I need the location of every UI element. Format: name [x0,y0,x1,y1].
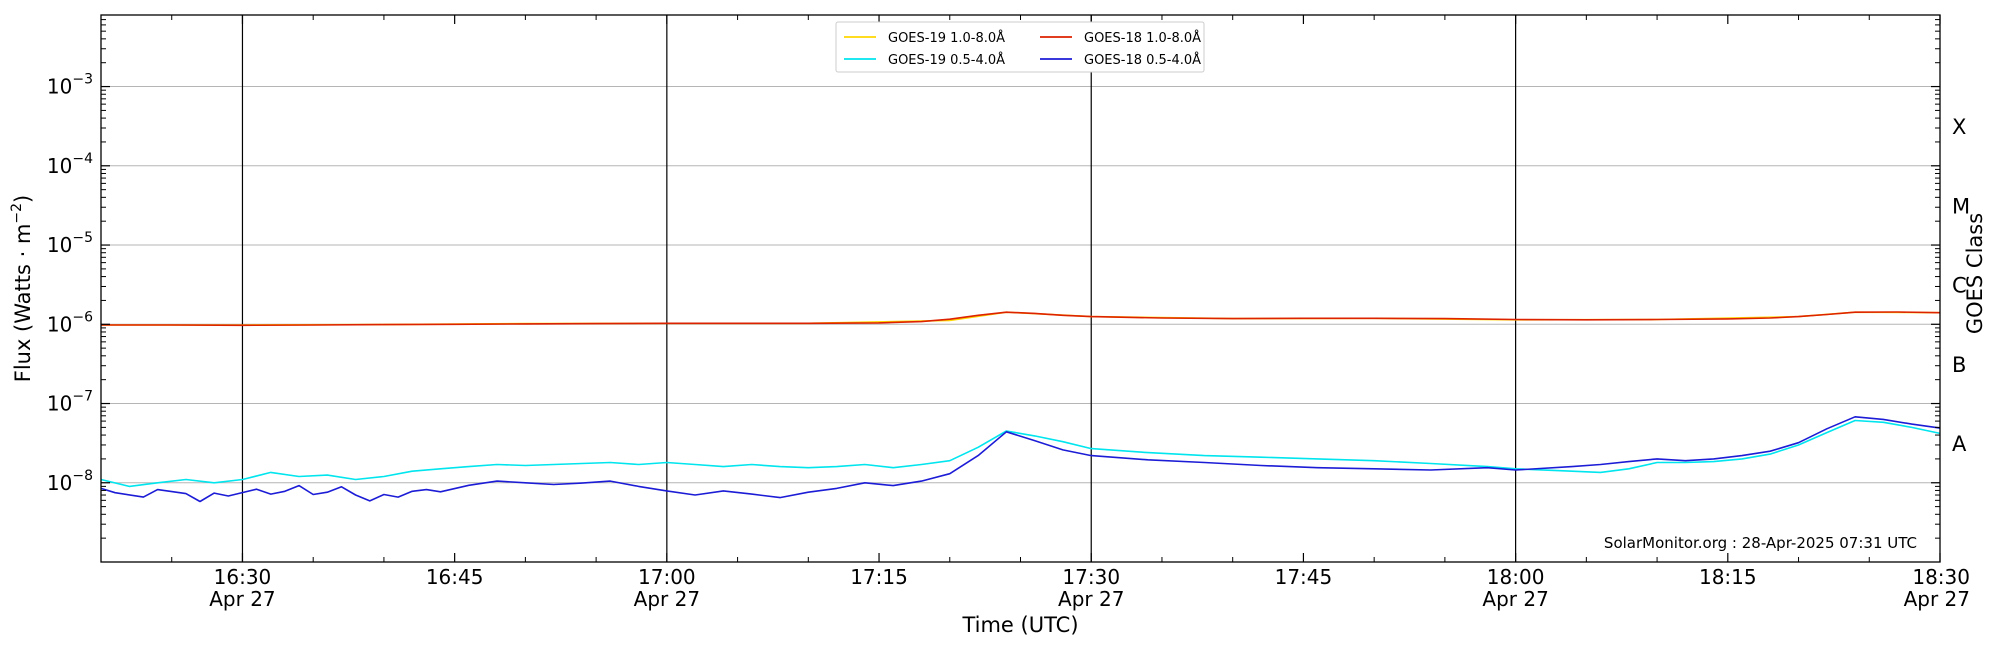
y-tick-base: 10 [47,471,72,495]
x-tick-label: 17:30 [1062,565,1120,589]
source-watermark: SolarMonitor.org : 28-Apr-2025 07:31 UTC [1604,534,1917,552]
x-tick-label: 16:45 [426,565,484,589]
x-axis-title: Time (UTC) [961,613,1078,637]
x-tick-label: 17:15 [850,565,908,589]
series-line-3 [100,415,1941,503]
legend-label-3: GOES-18 0.5-4.0Å [1084,52,1201,68]
series-line-1 [101,311,1941,327]
y-tick-base: 10 [47,75,72,99]
legend-label-1: GOES-18 1.0-8.0Å [1084,30,1201,46]
goes-class-label: A [1952,432,1967,456]
y-tick-label: 10−5 [47,230,93,257]
y-tick-exponent: −8 [72,468,93,484]
x-tick-label: 17:00 [638,565,696,589]
y-tick-label: 10−7 [47,389,93,416]
y-axis-title: Flux (Watts · m−2) [9,195,35,383]
y-tick-label: 10−3 [47,72,93,99]
y-tick-base: 10 [47,154,72,178]
goes-class-label: X [1952,115,1966,139]
x-tick-date-label: Apr 27 [1058,587,1124,611]
legend: GOES-19 1.0-8.0Å GOES-19 0.5-4.0Å GOES-18 … [835,21,1205,73]
legend-box [835,21,1205,73]
tick-layer [100,14,1941,562]
y-tick-exponent: −5 [72,230,93,246]
x-tick-label: 18:15 [1699,565,1757,589]
y-tick-exponent: −4 [72,151,93,167]
legend-label-2: GOES-19 0.5-4.0Å [888,52,1005,68]
y-tick-base: 10 [47,233,72,257]
legend-label-0: GOES-19 1.0-8.0Å [888,30,1005,46]
goes-class-label: M [1952,194,1970,218]
y-tick-exponent: −7 [72,389,93,405]
y-tick-base: 10 [47,312,72,336]
y-tick-base: 10 [47,392,72,416]
x-tick-date-label: Apr 27 [1904,587,1970,611]
y-axis-title-superscript: −2 [9,203,25,224]
y-tick-exponent: −6 [72,309,93,325]
goes-class-label: B [1952,353,1966,377]
goes-class-axis-title: GOES Class [1963,213,1987,334]
x-tick-label: 18:30 [1912,565,1970,589]
x-tick-date-label: Apr 27 [1482,587,1548,611]
series-layer [100,311,1941,503]
x-tick-date-label: Apr 27 [634,587,700,611]
y-tick-exponent: −3 [72,72,93,88]
y-tick-label: 10−8 [47,468,93,495]
x-tick-label: 16:30 [214,565,272,589]
y-axis-title-close: ) [11,195,35,203]
y-axis-title-main: Flux (Watts · m [11,224,35,383]
x-tick-label: 18:00 [1487,565,1545,589]
goes-class-label: C [1952,274,1967,298]
series-line-2 [100,419,1941,488]
y-tick-label: 10−6 [47,309,93,336]
x-tick-date-label: Apr 27 [209,587,275,611]
x-tick-label: 17:45 [1275,565,1333,589]
y-tick-label: 10−4 [47,151,93,178]
